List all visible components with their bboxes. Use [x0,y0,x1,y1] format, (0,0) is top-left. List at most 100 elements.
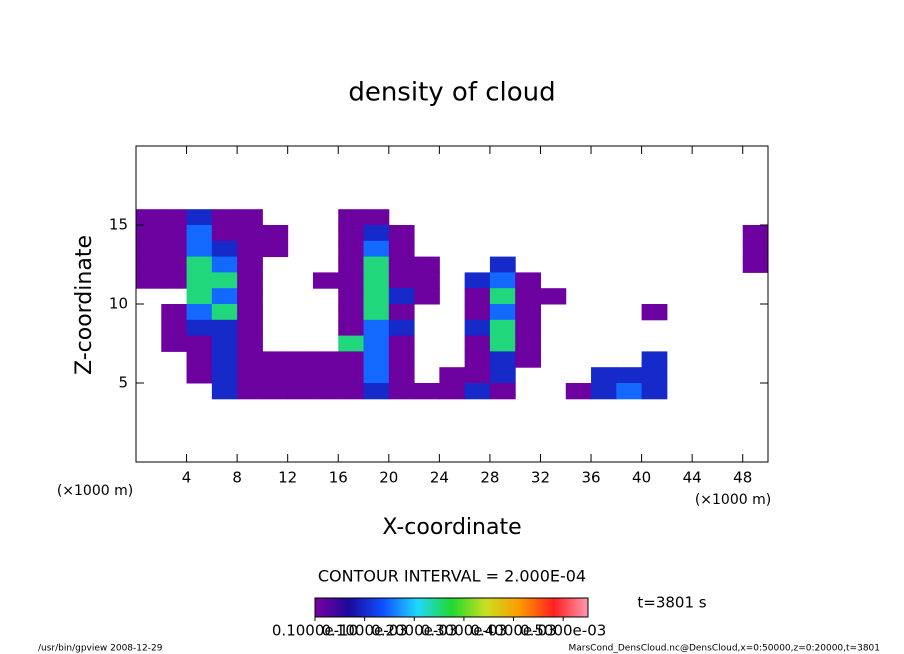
cell [338,351,365,368]
cell [641,304,668,321]
cell [186,240,213,258]
cell [237,272,263,289]
cell [186,272,213,289]
cell [388,240,415,258]
cell [186,367,213,384]
cell [211,335,238,352]
colorbar-tick-label: 0.1000e-03 [322,622,408,640]
x-unit: (×1000 m) [695,492,771,508]
cell [338,335,365,352]
cell [161,209,188,226]
cell [211,304,238,321]
cell [161,272,188,289]
cell [211,351,238,368]
cell [515,304,541,321]
cell [211,256,238,273]
cell [414,383,440,400]
cell [363,288,390,305]
cell [338,256,365,273]
cell [489,367,516,384]
cell [489,351,516,368]
colorbar [314,597,589,618]
cell [211,367,238,384]
cell [211,319,238,337]
cell [237,209,263,226]
cell [439,383,466,400]
x-axis-label: X-coordinate [382,515,521,540]
cell [388,272,415,289]
y-tick-label: 5 [118,374,128,392]
cell [211,240,238,258]
contour-note: CONTOUR INTERVAL = 2.000E-04 [318,567,586,586]
cell [489,256,516,273]
cell [388,335,415,352]
colorbar-tick-label: 0.5000e-03 [520,622,606,640]
cell [464,288,491,305]
cell [363,383,390,400]
cell [464,335,491,352]
cell [591,383,617,400]
x-tick-label: 48 [733,469,752,487]
cell [211,272,238,289]
cell [237,288,263,305]
cell [388,367,415,384]
cell [742,256,769,273]
x-tick-label: 24 [430,469,449,487]
cell [211,209,238,226]
cell [363,335,390,352]
y-unit: (×1000 m) [57,483,133,499]
cell [338,367,365,384]
cell [388,319,415,337]
colorbar-tick-label: 0.4000e-03 [470,622,556,640]
cell [489,335,516,352]
cell [489,288,516,305]
x-tick-label: 16 [329,469,348,487]
cell [338,209,365,226]
cell [641,351,668,368]
cell [414,256,440,273]
x-tick-label: 12 [278,469,297,487]
cell [515,351,541,368]
cell [186,319,213,337]
cell [186,256,213,273]
colorbar-tick-label: 0.2000e-03 [371,622,457,640]
cell [363,319,390,337]
cell [515,319,541,337]
cell [616,367,643,384]
cell [591,367,617,384]
x-tick-label: 40 [632,469,651,487]
x-tick-label: 4 [182,469,192,487]
cell [262,383,289,400]
cell [161,240,188,258]
cell [363,304,390,321]
cell [237,304,263,321]
cell [464,383,491,400]
cell [237,225,263,242]
cell [363,272,390,289]
cell [338,383,365,400]
cell [464,304,491,321]
cell [237,383,263,400]
cell [287,367,314,384]
cell [186,225,213,242]
cell [414,272,440,289]
cell [287,383,314,400]
cell [186,288,213,305]
cell [136,240,162,258]
cell [515,272,541,289]
cell [489,304,516,321]
heatmap [136,209,769,400]
cell [565,383,592,400]
cell [515,335,541,352]
cell [186,209,213,226]
cell [211,288,238,305]
cell [641,367,668,384]
cell [464,319,491,337]
footer-left: /usr/bin/gpview 2008-12-29 [38,644,163,654]
cell [312,383,339,400]
cell [338,225,365,242]
cell [515,288,541,305]
cell [363,209,390,226]
colorbar-tick-label: 0.1000e-10 [272,622,358,640]
cell [439,367,466,384]
